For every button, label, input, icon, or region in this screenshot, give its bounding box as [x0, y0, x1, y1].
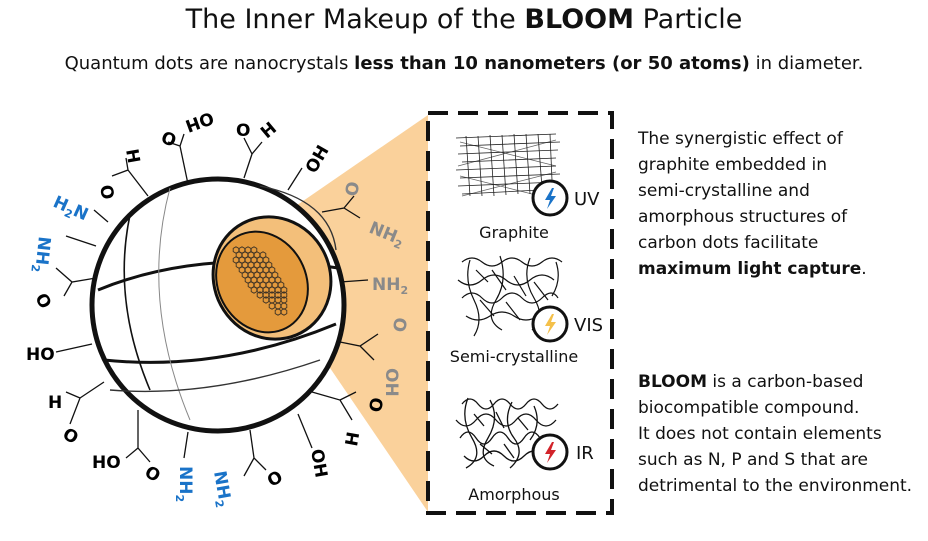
group-o-7: O — [264, 467, 287, 492]
group-o-2: O — [158, 128, 178, 152]
group-o-3: O — [236, 121, 250, 141]
inset-box — [426, 111, 614, 515]
group-oh-4: OH — [306, 447, 331, 479]
structure-label-semicrystalline: Semi-crystalline — [450, 347, 578, 366]
group-oh-2: OH — [302, 142, 334, 177]
group-o-5: O — [390, 316, 412, 334]
group-o-4: O — [342, 180, 364, 198]
bloom-description-paragraph: BLOOM is a carbon-based biocompatible co… — [638, 372, 913, 496]
page-title: The Inner Makeup of the BLOOM Particle — [185, 4, 743, 35]
group-oh-1: OH — [182, 107, 216, 136]
group-o-9: O — [59, 424, 82, 449]
graphite-structure — [455, 133, 561, 197]
group-o-10: O — [30, 290, 55, 313]
group-h-4: H — [48, 393, 62, 413]
functional-group-stems — [55, 133, 379, 477]
group-o-8: O — [141, 462, 164, 487]
band-label-uv: UV — [574, 189, 600, 210]
group-h-2: H — [257, 119, 281, 143]
band-label-ir: IR — [576, 443, 594, 464]
structure-label-graphite: Graphite — [479, 223, 549, 242]
group-nh2-3: NH2 — [28, 235, 54, 273]
band-label-vis: VIS — [574, 315, 603, 336]
structure-label-amorphous: Amorphous — [468, 485, 559, 504]
group-ho-1: HO — [92, 453, 121, 473]
group-h-3: H — [342, 430, 364, 447]
core-cutaway — [211, 215, 333, 341]
group-nh2-faded-2: NH2 — [372, 275, 408, 297]
group-h2n-1: H2N — [49, 192, 91, 227]
page-subtitle: Quantum dots are nanocrystals less than … — [64, 53, 864, 74]
group-nh2-1: NH2 — [207, 469, 235, 508]
group-h-1: H — [121, 147, 143, 164]
synergy-paragraph: The synergistic effect of graphite embed… — [638, 129, 867, 279]
group-ho-2: HO — [26, 345, 55, 365]
group-o-1: O — [95, 183, 117, 201]
group-oh-3: OH — [381, 368, 401, 397]
group-o-6: O — [366, 396, 388, 414]
group-nh2-2: NH2 — [173, 466, 195, 502]
